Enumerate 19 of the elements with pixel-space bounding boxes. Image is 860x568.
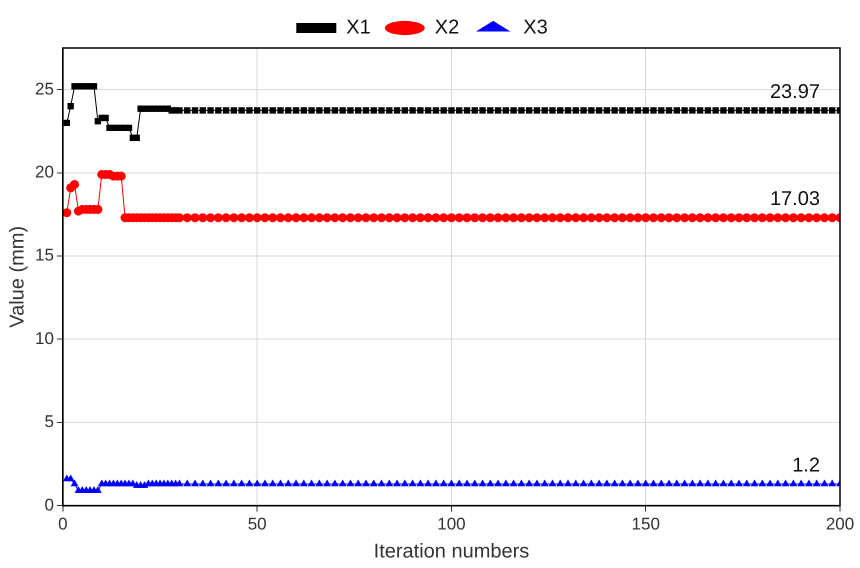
y-tick-label: 15 <box>34 246 54 265</box>
x-tick-label: 50 <box>248 514 267 534</box>
x-tick-label: 0 <box>58 514 68 534</box>
x-axis-title: Iteration numbers <box>374 540 530 563</box>
legend-label: X2 <box>434 16 460 39</box>
legend-label: X3 <box>523 16 548 39</box>
legend-label: X1 <box>346 16 371 39</box>
y-tick-label: 25 <box>34 79 54 98</box>
x-tick-label: 100 <box>437 514 466 534</box>
y-tick-label: 5 <box>44 412 54 432</box>
annotation: 1.2 <box>792 454 820 476</box>
y-tick-label: 20 <box>34 162 54 182</box>
x-tick-label: 200 <box>826 514 854 534</box>
x-tick-label: 150 <box>632 514 660 534</box>
y-tick-label: 0 <box>44 495 54 514</box>
annotation: 23.97 <box>770 80 820 103</box>
y-axis-title: Value (mm) <box>6 226 29 328</box>
y-tick-label: 10 <box>34 328 54 348</box>
annotation: 17.03 <box>770 188 820 210</box>
